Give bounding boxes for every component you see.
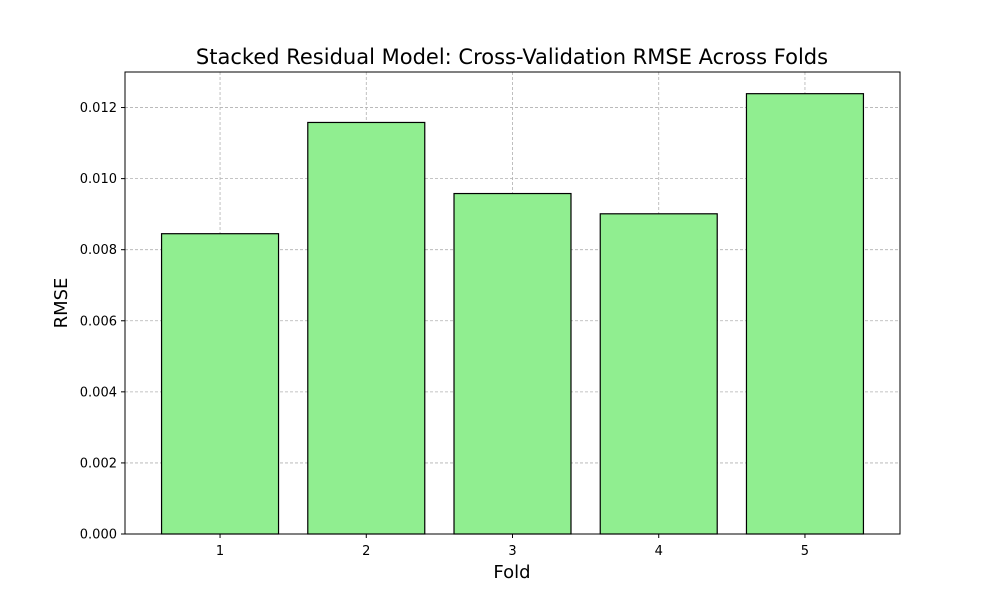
bar-fold-4: [599, 213, 718, 535]
bars: [160, 93, 865, 535]
bar-fold-1: [160, 233, 280, 535]
x-tick-label: 2: [362, 544, 370, 559]
y-tick-label: 0.010: [80, 172, 117, 187]
y-tick-label: 0.000: [80, 528, 117, 543]
bar-fold-3: [453, 192, 572, 535]
bar-fold-5: [745, 93, 865, 535]
y-tick-label: 0.012: [80, 101, 117, 116]
y-tick-label: 0.006: [80, 314, 117, 329]
y-tick-label: 0.004: [80, 385, 117, 400]
chart-title: Stacked Residual Model: Cross-Validation…: [196, 45, 828, 69]
bar-fold-2: [307, 121, 426, 535]
x-tick-label: 3: [508, 544, 516, 559]
ticks: 0.000 0.002 0.004 0.006 0.008 0.010 0.012 1 2 3 4 5: [80, 101, 809, 559]
x-tick-label: 1: [216, 544, 224, 559]
x-tick-label: 5: [801, 544, 809, 559]
y-axis-label: RMSE: [51, 278, 72, 329]
x-tick-label: 4: [655, 544, 663, 559]
x-axis-label: Fold: [493, 562, 530, 583]
y-tick-label: 0.002: [80, 456, 117, 471]
y-tick-label: 0.008: [80, 243, 117, 258]
